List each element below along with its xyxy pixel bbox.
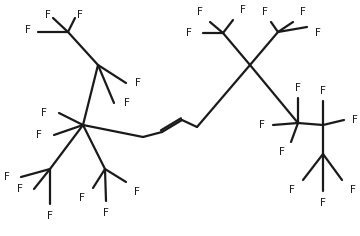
Text: F: F [320, 86, 326, 96]
Text: F: F [315, 28, 321, 38]
Text: F: F [134, 187, 140, 197]
Text: F: F [352, 115, 358, 125]
Text: F: F [103, 208, 109, 218]
Text: F: F [79, 193, 85, 203]
Text: F: F [186, 28, 192, 38]
Text: F: F [124, 98, 130, 108]
Text: F: F [4, 172, 10, 182]
Text: F: F [25, 25, 31, 35]
Text: F: F [41, 108, 47, 118]
Text: F: F [36, 130, 42, 140]
Text: F: F [279, 147, 285, 157]
Text: F: F [350, 185, 356, 195]
Text: F: F [289, 185, 295, 195]
Text: F: F [45, 10, 51, 20]
Text: F: F [259, 120, 265, 130]
Text: F: F [262, 7, 268, 17]
Text: F: F [197, 7, 203, 17]
Text: F: F [47, 211, 53, 221]
Text: F: F [300, 7, 306, 17]
Text: F: F [17, 184, 23, 194]
Text: F: F [135, 78, 141, 88]
Text: F: F [77, 10, 83, 20]
Text: F: F [295, 83, 301, 93]
Text: F: F [240, 5, 246, 15]
Text: F: F [320, 198, 326, 208]
